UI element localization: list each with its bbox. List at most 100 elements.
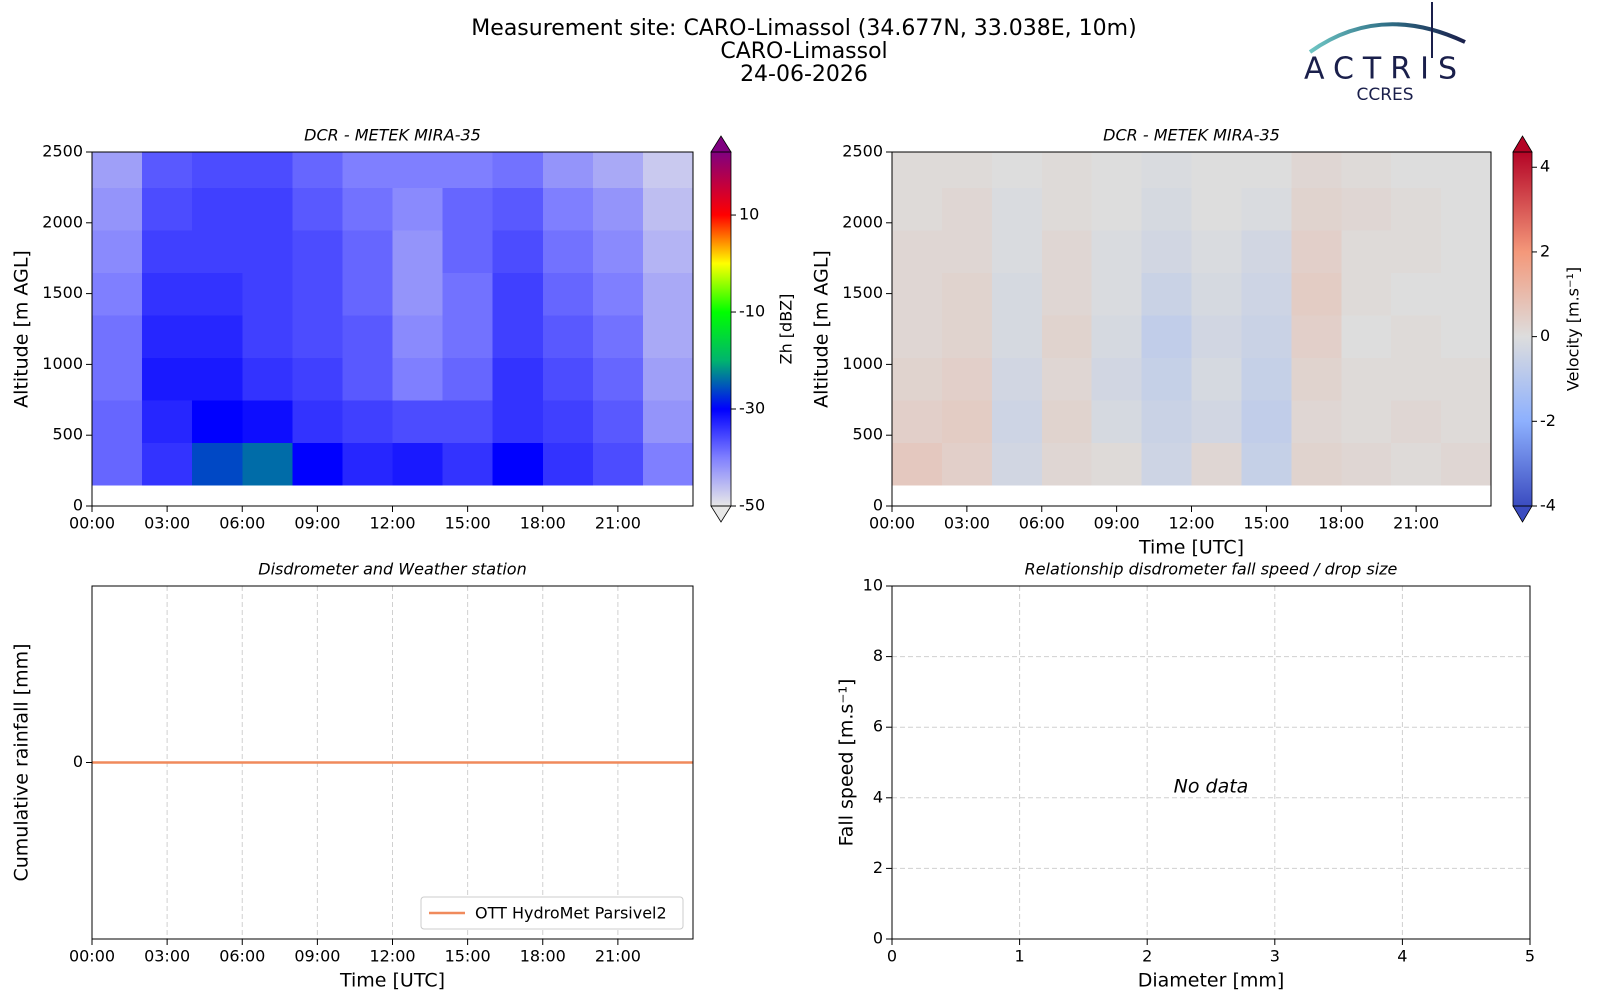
logo-subtitle: CCRES	[1356, 85, 1413, 105]
y-tick-label: 4	[873, 787, 883, 806]
heatmap-cell	[292, 357, 343, 401]
heatmap-cell	[92, 187, 143, 231]
heatmap-cell	[92, 272, 143, 316]
heatmap-cell	[1141, 399, 1192, 443]
y-tick-label: 1000	[42, 354, 83, 373]
heatmap-cell	[1341, 272, 1392, 316]
x-tick-label: 18:00	[520, 514, 566, 533]
heatmap-cell	[892, 399, 943, 443]
heatmap-cell	[1141, 152, 1192, 188]
heatmap-cell	[192, 187, 243, 231]
heatmap-cell	[642, 272, 694, 316]
heatmap-cell	[941, 357, 993, 401]
heatmap-cell	[392, 187, 444, 231]
colorbar-tick-label: -2	[1540, 411, 1556, 430]
x-tick-label: 03:00	[144, 947, 190, 966]
heatmap-cell	[342, 314, 393, 358]
heatmap-cell	[192, 399, 243, 443]
heatmap-cell	[892, 187, 943, 231]
heatmap-cell	[1091, 399, 1143, 443]
heatmap-cell	[1041, 187, 1093, 231]
x-tick-label: 06:00	[1019, 514, 1065, 533]
heatmap-cell	[1241, 399, 1292, 443]
x-tick-label: 12:00	[369, 947, 415, 966]
colorbar-tick-label: 4	[1540, 157, 1550, 176]
heatmap-cell	[1041, 272, 1093, 316]
heatmap-cell	[542, 272, 594, 316]
heatmap-cell	[192, 152, 243, 188]
heatmap-cell	[292, 272, 343, 316]
axes-frame	[891, 585, 1531, 940]
heatmap-cell	[92, 152, 143, 188]
heatmap-cell	[1291, 272, 1342, 316]
heatmap-cell	[142, 229, 193, 273]
logo: ACTRIS CCRES	[1304, 2, 1466, 105]
colorbar-label: Velocity [m.s⁻¹]	[1564, 267, 1583, 391]
heatmap-cell	[1041, 152, 1093, 188]
axes-title: DCR - METEK MIRA-35	[1103, 126, 1280, 145]
heatmap-cell	[1141, 442, 1192, 486]
y-tick-label: 0	[73, 496, 83, 515]
heatmap-cell	[1341, 442, 1392, 486]
colorbar-tick-label: -4	[1540, 496, 1556, 515]
heatmap-cell	[1091, 229, 1143, 273]
heatmap-cell	[592, 442, 644, 486]
x-tick-label: 1	[1015, 947, 1025, 966]
heatmap-cell	[592, 272, 644, 316]
colorbar-tick-label: -10	[739, 302, 765, 321]
heatmap-cell	[991, 357, 1043, 401]
heatmap-cell	[1191, 442, 1242, 486]
heatmap-cell	[192, 357, 243, 401]
y-axis-label: Altitude [m AGL]	[11, 250, 33, 408]
heatmap-cell	[342, 442, 393, 486]
heatmap-cell	[1191, 152, 1242, 188]
heatmap-cell	[492, 187, 544, 231]
heatmap-cell	[342, 152, 393, 188]
heatmap-cell	[492, 399, 544, 443]
x-tick-label: 00:00	[69, 947, 115, 966]
heatmap-cell	[492, 272, 544, 316]
heatmap-cell	[1341, 314, 1392, 358]
heatmap-cell	[1291, 399, 1342, 443]
heatmap-cell	[991, 229, 1043, 273]
heatmap-cell	[1441, 399, 1492, 443]
heatmap-cell	[292, 152, 343, 188]
heatmap-cell	[242, 399, 293, 443]
x-tick-label: 00:00	[869, 514, 915, 533]
x-tick-label: 21:00	[1393, 514, 1439, 533]
heatmap-cell	[1391, 229, 1442, 273]
heatmap-cell	[1341, 152, 1392, 188]
x-tick-label: 4	[1397, 947, 1407, 966]
heatmap-cell	[142, 399, 193, 443]
y-axis-label: Altitude [m AGL]	[811, 250, 833, 408]
annotation: No data	[1174, 776, 1249, 798]
heatmap-cell	[542, 187, 594, 231]
heatmap-cell	[1391, 442, 1442, 486]
header-title: Measurement site: CARO-Limassol (34.677N…	[471, 16, 1136, 41]
heatmap-cell	[392, 314, 444, 358]
heatmap-cell	[1391, 152, 1442, 188]
heatmap-cell	[1091, 152, 1143, 188]
heatmap-cell	[142, 152, 193, 188]
heatmap-cell	[1041, 399, 1093, 443]
legend-label: OTT HydroMet Parsivel2	[475, 904, 667, 923]
heatmap-cell	[1341, 229, 1392, 273]
heatmap-cell	[1391, 272, 1442, 316]
heatmap-cell	[1041, 229, 1093, 273]
heatmap-cell	[1041, 357, 1093, 401]
heatmap-cell	[242, 152, 293, 188]
heatmap-cell	[292, 442, 343, 486]
heatmap-cell	[642, 357, 694, 401]
heatmap-cell	[892, 442, 943, 486]
heatmap-cell	[542, 152, 594, 188]
heatmap-cell	[991, 399, 1043, 443]
y-tick-label: 2000	[42, 212, 83, 231]
heatmap-cell	[892, 152, 943, 188]
heatmap-cell	[192, 314, 243, 358]
heatmap-cell	[991, 442, 1043, 486]
colorbar	[711, 152, 731, 506]
y-tick-label: 8	[873, 646, 883, 665]
colorbar-label: Zh [dBZ]	[777, 294, 796, 365]
heatmap-cell	[92, 229, 143, 273]
heatmap-cell	[92, 442, 143, 486]
